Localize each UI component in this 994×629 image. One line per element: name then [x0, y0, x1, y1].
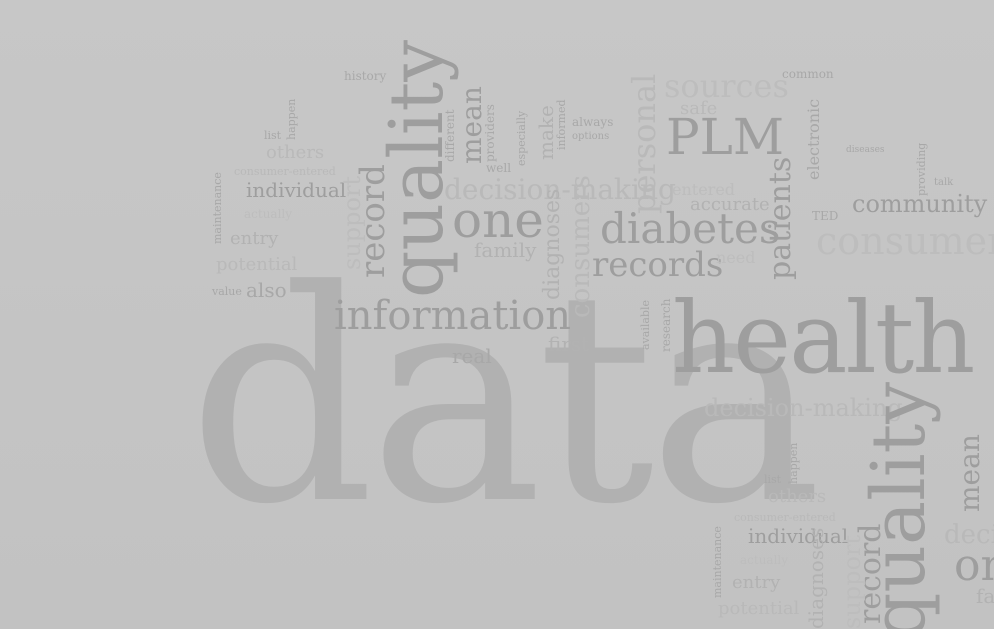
word-support-2: support: [838, 534, 866, 629]
word-especially: especially: [515, 110, 528, 166]
word-individual-2: individual: [748, 524, 849, 548]
word-mean-2: mean: [953, 434, 986, 512]
word-data: data: [188, 228, 822, 568]
word-talk: talk: [934, 177, 954, 188]
word-diseases: diseases: [846, 145, 885, 155]
word-actually: actually: [244, 207, 293, 221]
word-maintenance: maintenance: [211, 172, 224, 244]
word-one: one: [452, 191, 544, 249]
word-records: records: [592, 245, 724, 285]
word-ted: TED: [812, 209, 839, 223]
word-providing: providing: [915, 142, 928, 196]
word-information: information: [334, 293, 572, 339]
word-sources: sources: [664, 67, 789, 105]
word-decision-making-2: decision-making: [704, 394, 903, 422]
word-providers: providers: [483, 104, 497, 162]
word-potential-2: potential: [718, 598, 800, 619]
word-family-2: family: [976, 584, 994, 608]
word-list-2: list: [764, 473, 782, 486]
word-options: options: [572, 131, 610, 142]
word-real: real: [452, 344, 492, 368]
word-decision-making-3: decision-making: [944, 520, 994, 550]
word-entry: entry: [230, 228, 279, 249]
word-maintenance-2: maintenance: [711, 526, 724, 598]
word-community: community: [852, 190, 988, 218]
word-personal: personal: [625, 73, 663, 214]
word-patients: patients: [763, 156, 798, 280]
word-consumers: consumers: [566, 175, 596, 318]
word-research: research: [659, 298, 673, 352]
word-diagnoses-2: diagnoses: [804, 527, 828, 629]
word-mean: mean: [455, 86, 488, 164]
word-accurate: accurate: [690, 194, 770, 215]
word-support: support: [338, 175, 366, 270]
word-diabetes: diabetes: [600, 204, 781, 253]
word-electronic: electronic: [804, 98, 823, 180]
word-happen: happen: [285, 98, 298, 140]
word-make: make: [534, 105, 558, 160]
word-one-2: one: [954, 540, 994, 591]
word-plm: PLM: [666, 108, 785, 166]
word-well: well: [486, 161, 512, 175]
word-others: others: [266, 142, 325, 163]
word-actually-2: actually: [740, 553, 789, 567]
word-potential: potential: [216, 254, 298, 275]
word-common: common: [782, 67, 834, 81]
word-history: history: [344, 69, 387, 83]
word-safe: safe: [680, 98, 718, 119]
word-different: different: [443, 109, 457, 162]
word-others-2: others: [768, 486, 827, 507]
word-need: need: [716, 248, 756, 267]
word-list: list: [264, 129, 282, 142]
word-health: health: [672, 282, 975, 396]
word-also: also: [246, 278, 287, 302]
word-decision-making: decision-making: [444, 173, 676, 206]
word-value: value: [212, 285, 242, 298]
word-available: available: [639, 300, 652, 350]
word-consumer-entered: consumer-entered: [234, 165, 336, 178]
word-diagnoses: diagnoses: [540, 188, 565, 300]
word-consumer: consumer: [816, 219, 994, 263]
word-first: first: [548, 332, 590, 356]
word-entered: entered: [672, 180, 736, 199]
word-family: family: [474, 238, 537, 262]
word-individual: individual: [246, 178, 347, 202]
word-happen-2: happen: [787, 442, 800, 484]
word-always: always: [572, 115, 614, 129]
word-consumer-entered-2: consumer-entered: [734, 511, 836, 524]
word-entry-2: entry: [732, 572, 781, 593]
